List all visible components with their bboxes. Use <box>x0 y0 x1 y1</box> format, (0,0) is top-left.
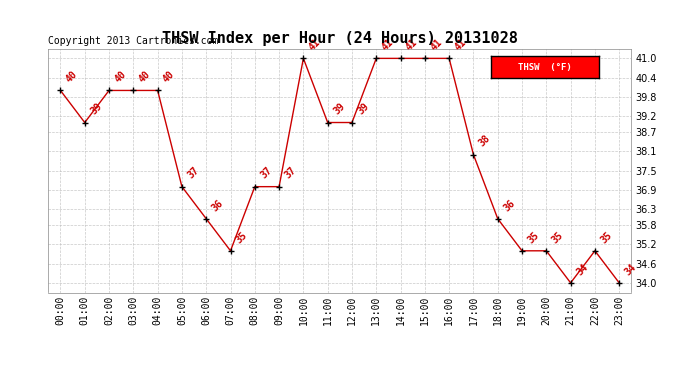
Text: 37: 37 <box>259 165 274 181</box>
Text: 39: 39 <box>331 101 346 117</box>
Text: 36: 36 <box>210 198 225 213</box>
Text: 40: 40 <box>64 69 79 85</box>
Text: 36: 36 <box>502 198 517 213</box>
Text: 37: 37 <box>283 165 298 181</box>
Text: 41: 41 <box>307 37 322 52</box>
Text: 39: 39 <box>355 101 371 117</box>
Text: 41: 41 <box>404 37 420 52</box>
Text: 40: 40 <box>137 69 152 85</box>
Text: 34: 34 <box>623 262 638 277</box>
Text: 40: 40 <box>161 69 177 85</box>
Text: 35: 35 <box>598 230 614 245</box>
Text: 41: 41 <box>453 37 469 52</box>
Text: 35: 35 <box>550 230 565 245</box>
Text: 37: 37 <box>186 165 201 181</box>
Text: 35: 35 <box>234 230 250 245</box>
Text: 34: 34 <box>574 262 590 277</box>
Text: 35: 35 <box>526 230 541 245</box>
Text: 41: 41 <box>428 37 444 52</box>
Text: 40: 40 <box>112 69 128 85</box>
Text: 39: 39 <box>88 101 104 117</box>
Text: 41: 41 <box>380 37 395 52</box>
Text: Copyright 2013 Cartronics.com: Copyright 2013 Cartronics.com <box>48 36 219 46</box>
Title: THSW Index per Hour (24 Hours) 20131028: THSW Index per Hour (24 Hours) 20131028 <box>162 31 518 46</box>
Text: 38: 38 <box>477 134 493 149</box>
